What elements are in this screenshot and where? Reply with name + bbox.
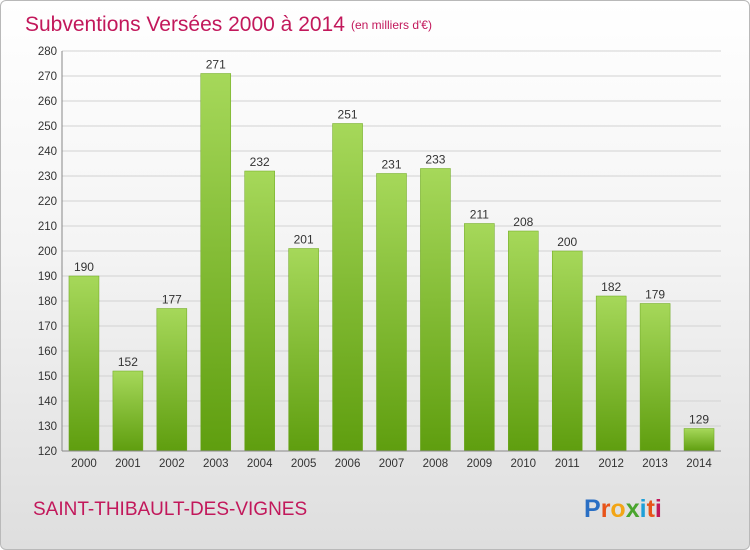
bars <box>68 73 715 452</box>
x-tick-label: 2011 <box>555 458 580 470</box>
x-tick-label: 2001 <box>115 458 141 470</box>
data-label: 211 <box>470 208 489 222</box>
bar <box>595 295 627 452</box>
y-tick-label: 260 <box>38 96 57 108</box>
y-tick-label: 160 <box>38 346 57 358</box>
y-tick-label: 200 <box>38 246 57 258</box>
proxiti-logo-text: Proxiti <box>584 495 662 523</box>
data-label: 152 <box>118 355 138 369</box>
data-label: 129 <box>689 413 709 427</box>
x-axis-ticks: 2000 2001 2002 2003 2004 2005 2006 2007 2008 2009… <box>71 458 712 470</box>
y-tick-label: 250 <box>38 121 57 133</box>
y-tick-label: 210 <box>38 221 57 233</box>
x-tick-label: 2014 <box>686 458 712 470</box>
chart-title: Subventions Versées 2000 à 2014 <box>25 13 345 36</box>
y-tick-label: 120 <box>38 446 57 458</box>
bar <box>156 308 188 452</box>
x-tick-label: 2000 <box>71 458 97 470</box>
x-tick-label: 2013 <box>642 458 668 470</box>
bar <box>464 223 495 452</box>
data-label: 233 <box>425 153 445 167</box>
y-tick-label: 230 <box>38 171 57 183</box>
proxiti-logo: Proxiti <box>584 495 662 523</box>
bar <box>639 303 671 452</box>
x-tick-label: 2003 <box>203 458 229 470</box>
data-label: 231 <box>381 158 401 172</box>
x-tick-label: 2010 <box>511 458 537 470</box>
data-label: 251 <box>338 108 358 122</box>
y-axis-ticks: 120 130 140 150 160 170 180 190 200 210 220 230 240 2… <box>38 46 57 458</box>
x-tick-label: 2012 <box>598 458 624 470</box>
x-tick-label: 2002 <box>159 458 185 470</box>
data-label: 190 <box>74 260 94 274</box>
commune-name: SAINT-THIBAULT-DES-VIGNES <box>33 499 307 520</box>
y-tick-label: 130 <box>38 421 57 433</box>
x-tick-label: 2004 <box>247 458 273 470</box>
data-label: 232 <box>250 155 270 169</box>
bar <box>683 428 715 452</box>
y-tick-label: 280 <box>38 46 57 58</box>
bar <box>112 370 144 452</box>
bar <box>551 250 583 452</box>
y-tick-label: 240 <box>38 146 57 158</box>
x-tick-label: 2009 <box>467 458 493 470</box>
bar <box>200 73 232 452</box>
bar <box>332 123 363 452</box>
x-tick-label: 2005 <box>291 458 317 470</box>
data-label: 177 <box>162 293 182 307</box>
data-label: 271 <box>206 58 226 72</box>
chart-unit: (en milliers d'€) <box>351 18 432 32</box>
x-tick-label: 2006 <box>335 458 361 470</box>
data-labels: 190 152 177 271 232 201 251 231 233 211 208 200 182 1… <box>74 58 709 427</box>
bar <box>244 170 275 452</box>
data-label: 201 <box>294 233 314 247</box>
bar <box>420 168 451 452</box>
y-tick-label: 220 <box>38 196 57 208</box>
bar <box>376 173 407 452</box>
y-tick-label: 150 <box>38 371 57 383</box>
y-tick-label: 190 <box>38 271 57 283</box>
bar <box>288 248 319 452</box>
bar <box>68 275 100 452</box>
y-tick-label: 270 <box>38 71 57 83</box>
data-label: 200 <box>557 235 577 249</box>
data-label: 208 <box>513 215 533 229</box>
y-tick-label: 180 <box>38 296 57 308</box>
y-tick-label: 140 <box>38 396 57 408</box>
data-label: 182 <box>601 280 621 294</box>
y-tick-label: 170 <box>38 321 57 333</box>
data-label: 179 <box>645 288 665 302</box>
x-tick-label: 2008 <box>423 458 449 470</box>
x-tick-label: 2007 <box>379 458 405 470</box>
bar <box>508 230 539 452</box>
